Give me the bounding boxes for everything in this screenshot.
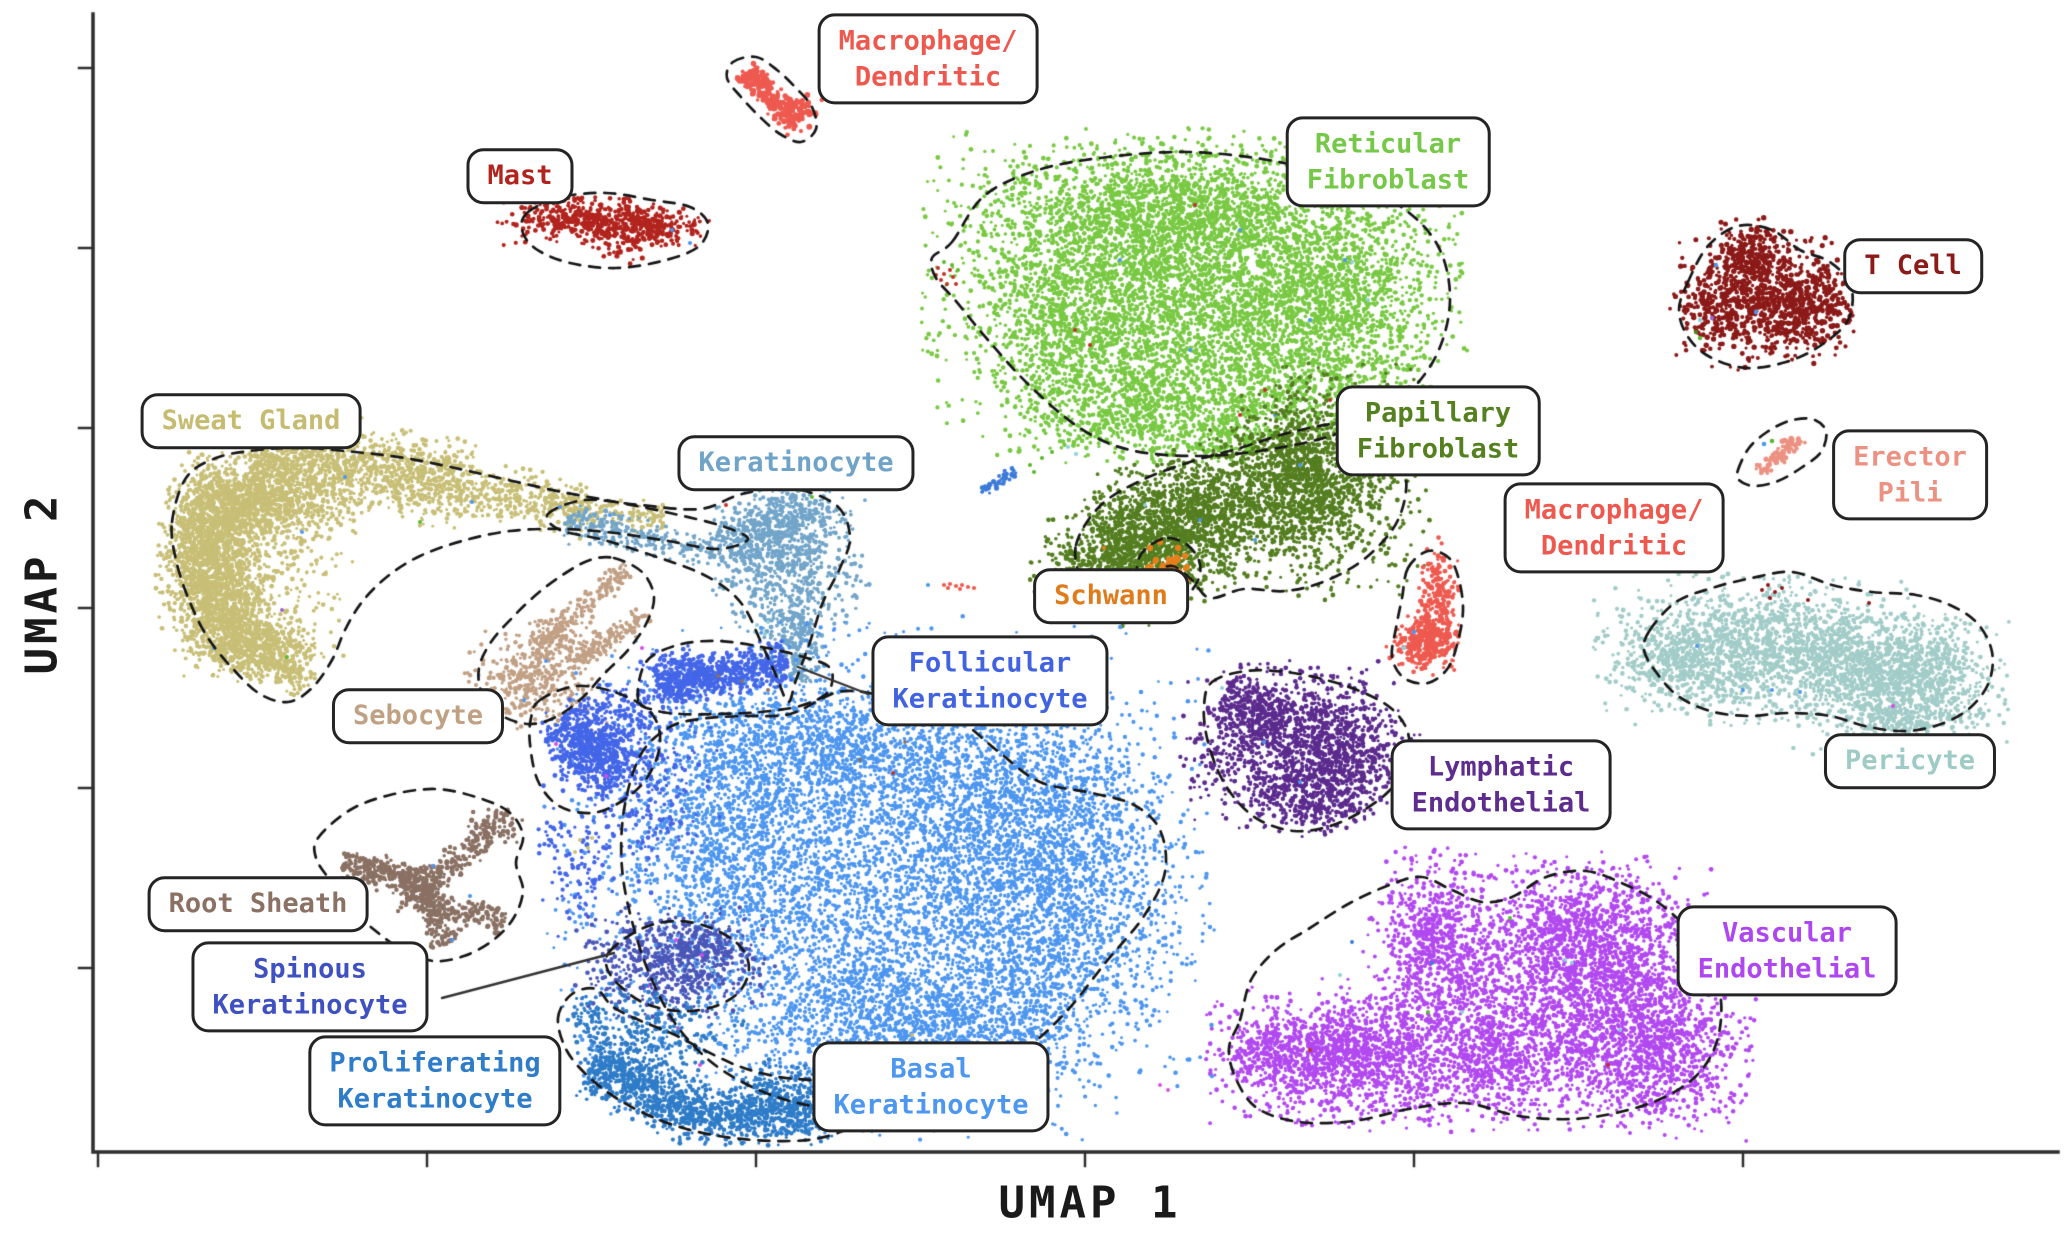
cluster-label-text: Proliferating	[329, 1047, 541, 1079]
cluster-label-text: Schwann	[1054, 580, 1168, 612]
cluster-label-macrophage-dendritic-top: Macrophage/Dendritic	[817, 13, 1039, 105]
cluster-label-text: Sebocyte	[352, 700, 484, 732]
cluster-label-papillary-fibroblast: Papillary Fibroblast	[1335, 385, 1541, 477]
cluster-label-text: Endothelial	[1411, 787, 1591, 818]
cluster-label-text: Follicular	[908, 647, 1072, 679]
cluster-label-text: Lymphatic	[1427, 751, 1575, 783]
cluster-label-reticular-fibroblast: Reticular Fibroblast	[1285, 116, 1491, 208]
cluster-label-pericyte: Pericyte	[1823, 733, 1997, 789]
cluster-label-text: Keratinocyte	[698, 447, 894, 479]
cluster-label-text: Vascular	[1721, 917, 1853, 949]
cluster-label-erector-pili: Erector Pili	[1832, 429, 1988, 521]
cluster-label-text: T Cell	[1864, 250, 1962, 282]
cluster-label-macrophage-dendritic-right: Macrophage/Dendritic	[1503, 482, 1725, 574]
cluster-label-text: Pericyte	[1844, 745, 1976, 777]
cluster-label-sebocyte: Sebocyte	[331, 688, 505, 744]
cluster-label-text: Reticular	[1314, 128, 1462, 160]
cluster-label-text: Macrophage/	[1524, 494, 1704, 526]
cluster-label-lymphatic-endothelial: Lymphatic Endothelial	[1390, 739, 1612, 831]
cluster-label-text: Basal	[890, 1053, 972, 1085]
x-axis-title: UMAP 1	[998, 1177, 1182, 1229]
cluster-label-text: Mast	[487, 160, 553, 192]
cluster-label-text: Keratinocyte	[833, 1089, 1029, 1120]
cluster-label-vascular-endothelial: Vascular Endothelial	[1676, 905, 1898, 997]
cluster-label-sweat-gland: Sweat Gland	[140, 393, 362, 449]
cluster-label-spinous-keratinocyte: Spinous Keratinocyte	[191, 941, 429, 1033]
cluster-label-text: Keratinocyte	[892, 683, 1088, 714]
cluster-label-text: Sweat Gland	[161, 405, 341, 437]
cluster-label-text: Keratinocyte	[212, 989, 408, 1020]
cluster-label-proliferating-keratinocyte: Proliferating Keratinocyte	[308, 1035, 562, 1127]
cluster-label-text: Root Sheath	[168, 888, 348, 920]
cluster-label-text: Fibroblast	[1356, 433, 1520, 464]
cluster-label-schwann: Schwann	[1033, 568, 1189, 624]
cluster-label-text: Dendritic	[854, 61, 1002, 92]
cluster-label-text: Fibroblast	[1306, 164, 1470, 195]
cluster-label-text: Macrophage/	[838, 25, 1018, 57]
cluster-label-root-sheath: Root Sheath	[147, 876, 369, 932]
y-axis-title: UMAP 2	[16, 491, 68, 675]
cluster-label-text: Spinous	[253, 953, 367, 985]
cluster-label-text: Endothelial	[1697, 953, 1877, 984]
cluster-label-basal-keratinocyte: Basal Keratinocyte	[812, 1041, 1050, 1133]
cluster-label-text: Papillary	[1364, 397, 1512, 429]
cluster-label-text: Erector	[1853, 441, 1967, 473]
cluster-label-mast: Mast	[466, 148, 574, 204]
cluster-label-t-cell: T Cell	[1843, 238, 1983, 294]
cluster-label-text: Keratinocyte	[337, 1083, 533, 1114]
cluster-label-follicular-keratinocyte: Follicular Keratinocyte	[871, 635, 1109, 727]
cluster-label-keratinocyte: Keratinocyte	[677, 435, 915, 491]
cluster-label-text: Pili	[1877, 477, 1943, 508]
cluster-label-text: Dendritic	[1540, 530, 1688, 561]
